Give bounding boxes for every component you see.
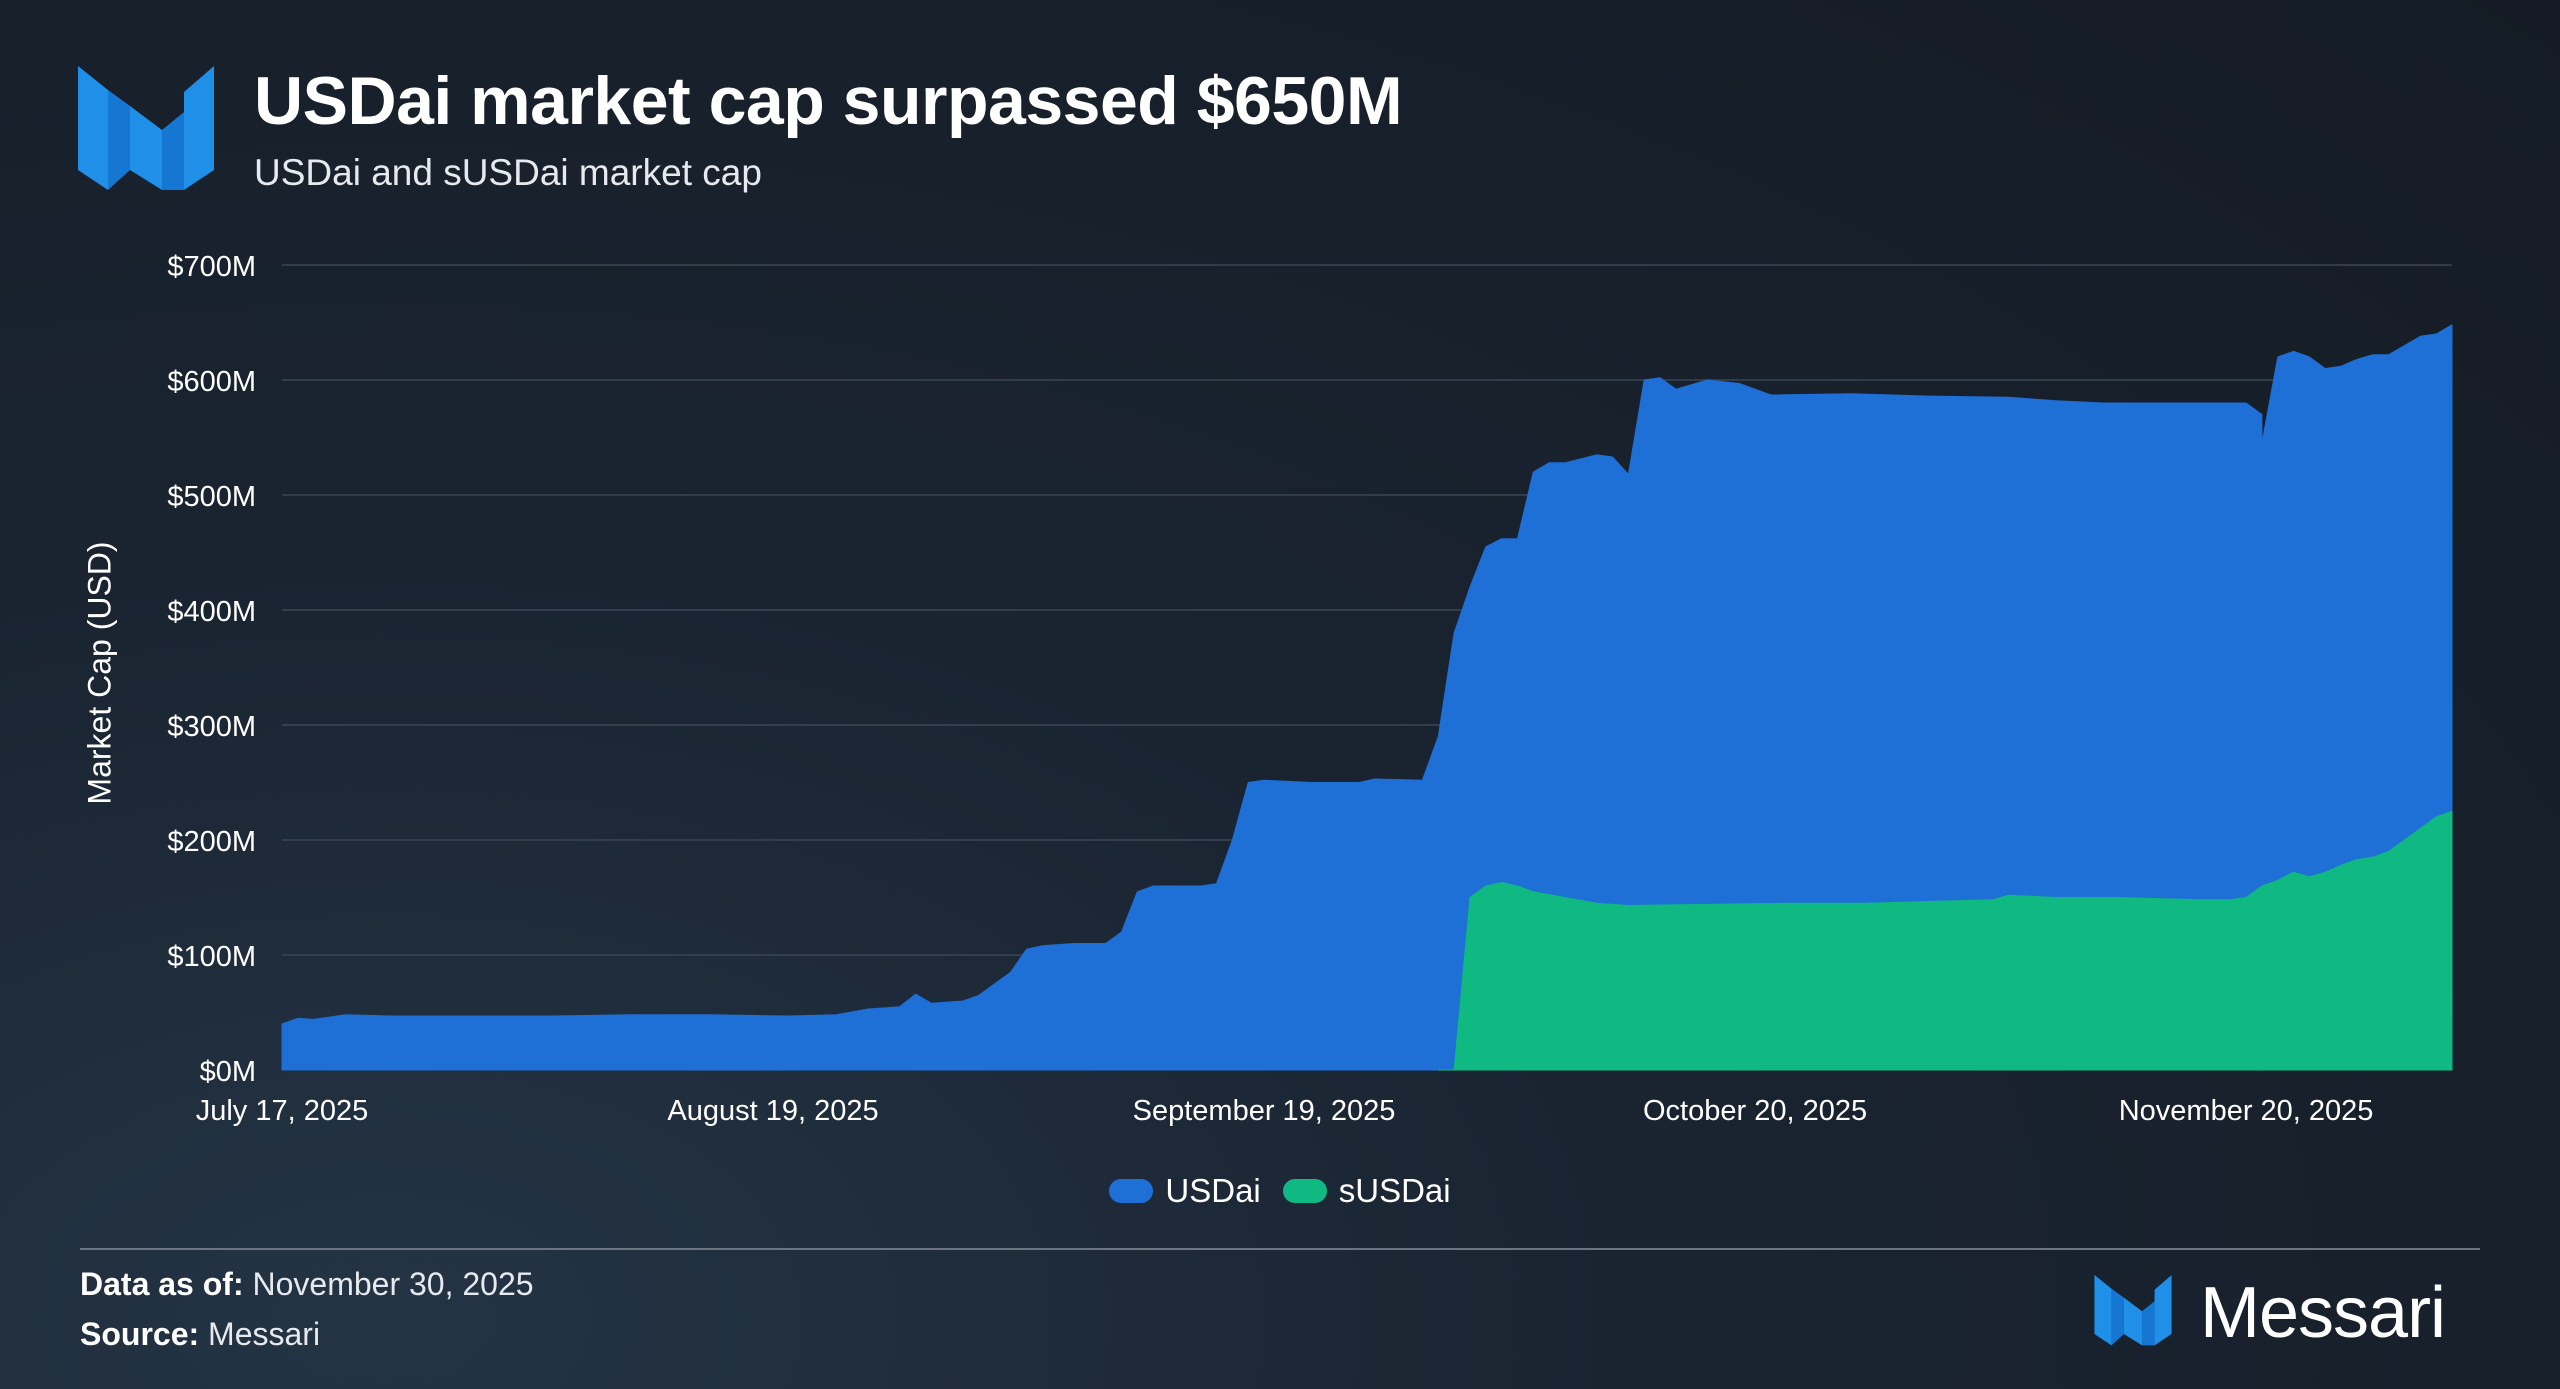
legend-label-susdai: sUSDai: [1338, 1172, 1451, 1209]
chart-legend: USDai sUSDai: [0, 1172, 2560, 1210]
source-label: Source:: [80, 1316, 200, 1352]
y-tick-label: $200M: [167, 826, 256, 858]
brand-name: Messari: [2200, 1273, 2446, 1353]
messari-logo-icon: [78, 66, 214, 190]
y-tick-label: $300M: [167, 711, 256, 743]
data-as-of-label: Data as of:: [80, 1266, 244, 1302]
x-tick-label: September 19, 2025: [1133, 1095, 1396, 1127]
x-tick-label: August 19, 2025: [667, 1095, 878, 1127]
y-axis-ticks: $0M $100M $200M $300M $400M $500M $600M $700M: [167, 251, 256, 1088]
legend-item-usdai[interactable]: USDai: [1109, 1172, 1261, 1210]
y-tick-label: $600M: [167, 366, 256, 398]
y-tick-label: $400M: [167, 596, 256, 628]
x-tick-label: October 20, 2025: [1643, 1095, 1867, 1127]
x-axis-ticks: July 17, 2025 August 19, 2025 September 19…: [196, 1095, 2374, 1127]
series-areas: [281, 324, 2453, 1071]
x-tick-label: July 17, 2025: [196, 1095, 369, 1127]
area-series-usdai: [281, 324, 2453, 1071]
source-value: Messari: [208, 1316, 321, 1352]
area-series-susdai: [1437, 810, 2453, 1071]
x-tick-label: November 20, 2025: [2119, 1095, 2374, 1127]
data-as-of: Data as of: November 30, 2025: [80, 1266, 534, 1303]
footer-divider: [80, 1248, 2480, 1250]
y-tick-label: $100M: [167, 941, 256, 973]
legend-item-susdai[interactable]: sUSDai: [1282, 1172, 1451, 1210]
chart-subtitle: USDai and sUSDai market cap: [254, 152, 762, 193]
messari-brand-icon: [2094, 1275, 2172, 1346]
y-tick-label: $700M: [167, 251, 256, 283]
chart-title: USDai market cap surpassed $650M: [254, 63, 1403, 139]
legend-swatch-usdai: [1109, 1179, 1154, 1203]
brand-footer: Messari: [2094, 1272, 2446, 1354]
y-tick-label: $0M: [200, 1056, 256, 1088]
y-tick-label: $500M: [167, 481, 256, 513]
source: Source: Messari: [80, 1316, 320, 1353]
legend-label-usdai: USDai: [1165, 1172, 1261, 1209]
legend-swatch-susdai: [1282, 1179, 1327, 1203]
data-as-of-value: November 30, 2025: [252, 1266, 534, 1302]
